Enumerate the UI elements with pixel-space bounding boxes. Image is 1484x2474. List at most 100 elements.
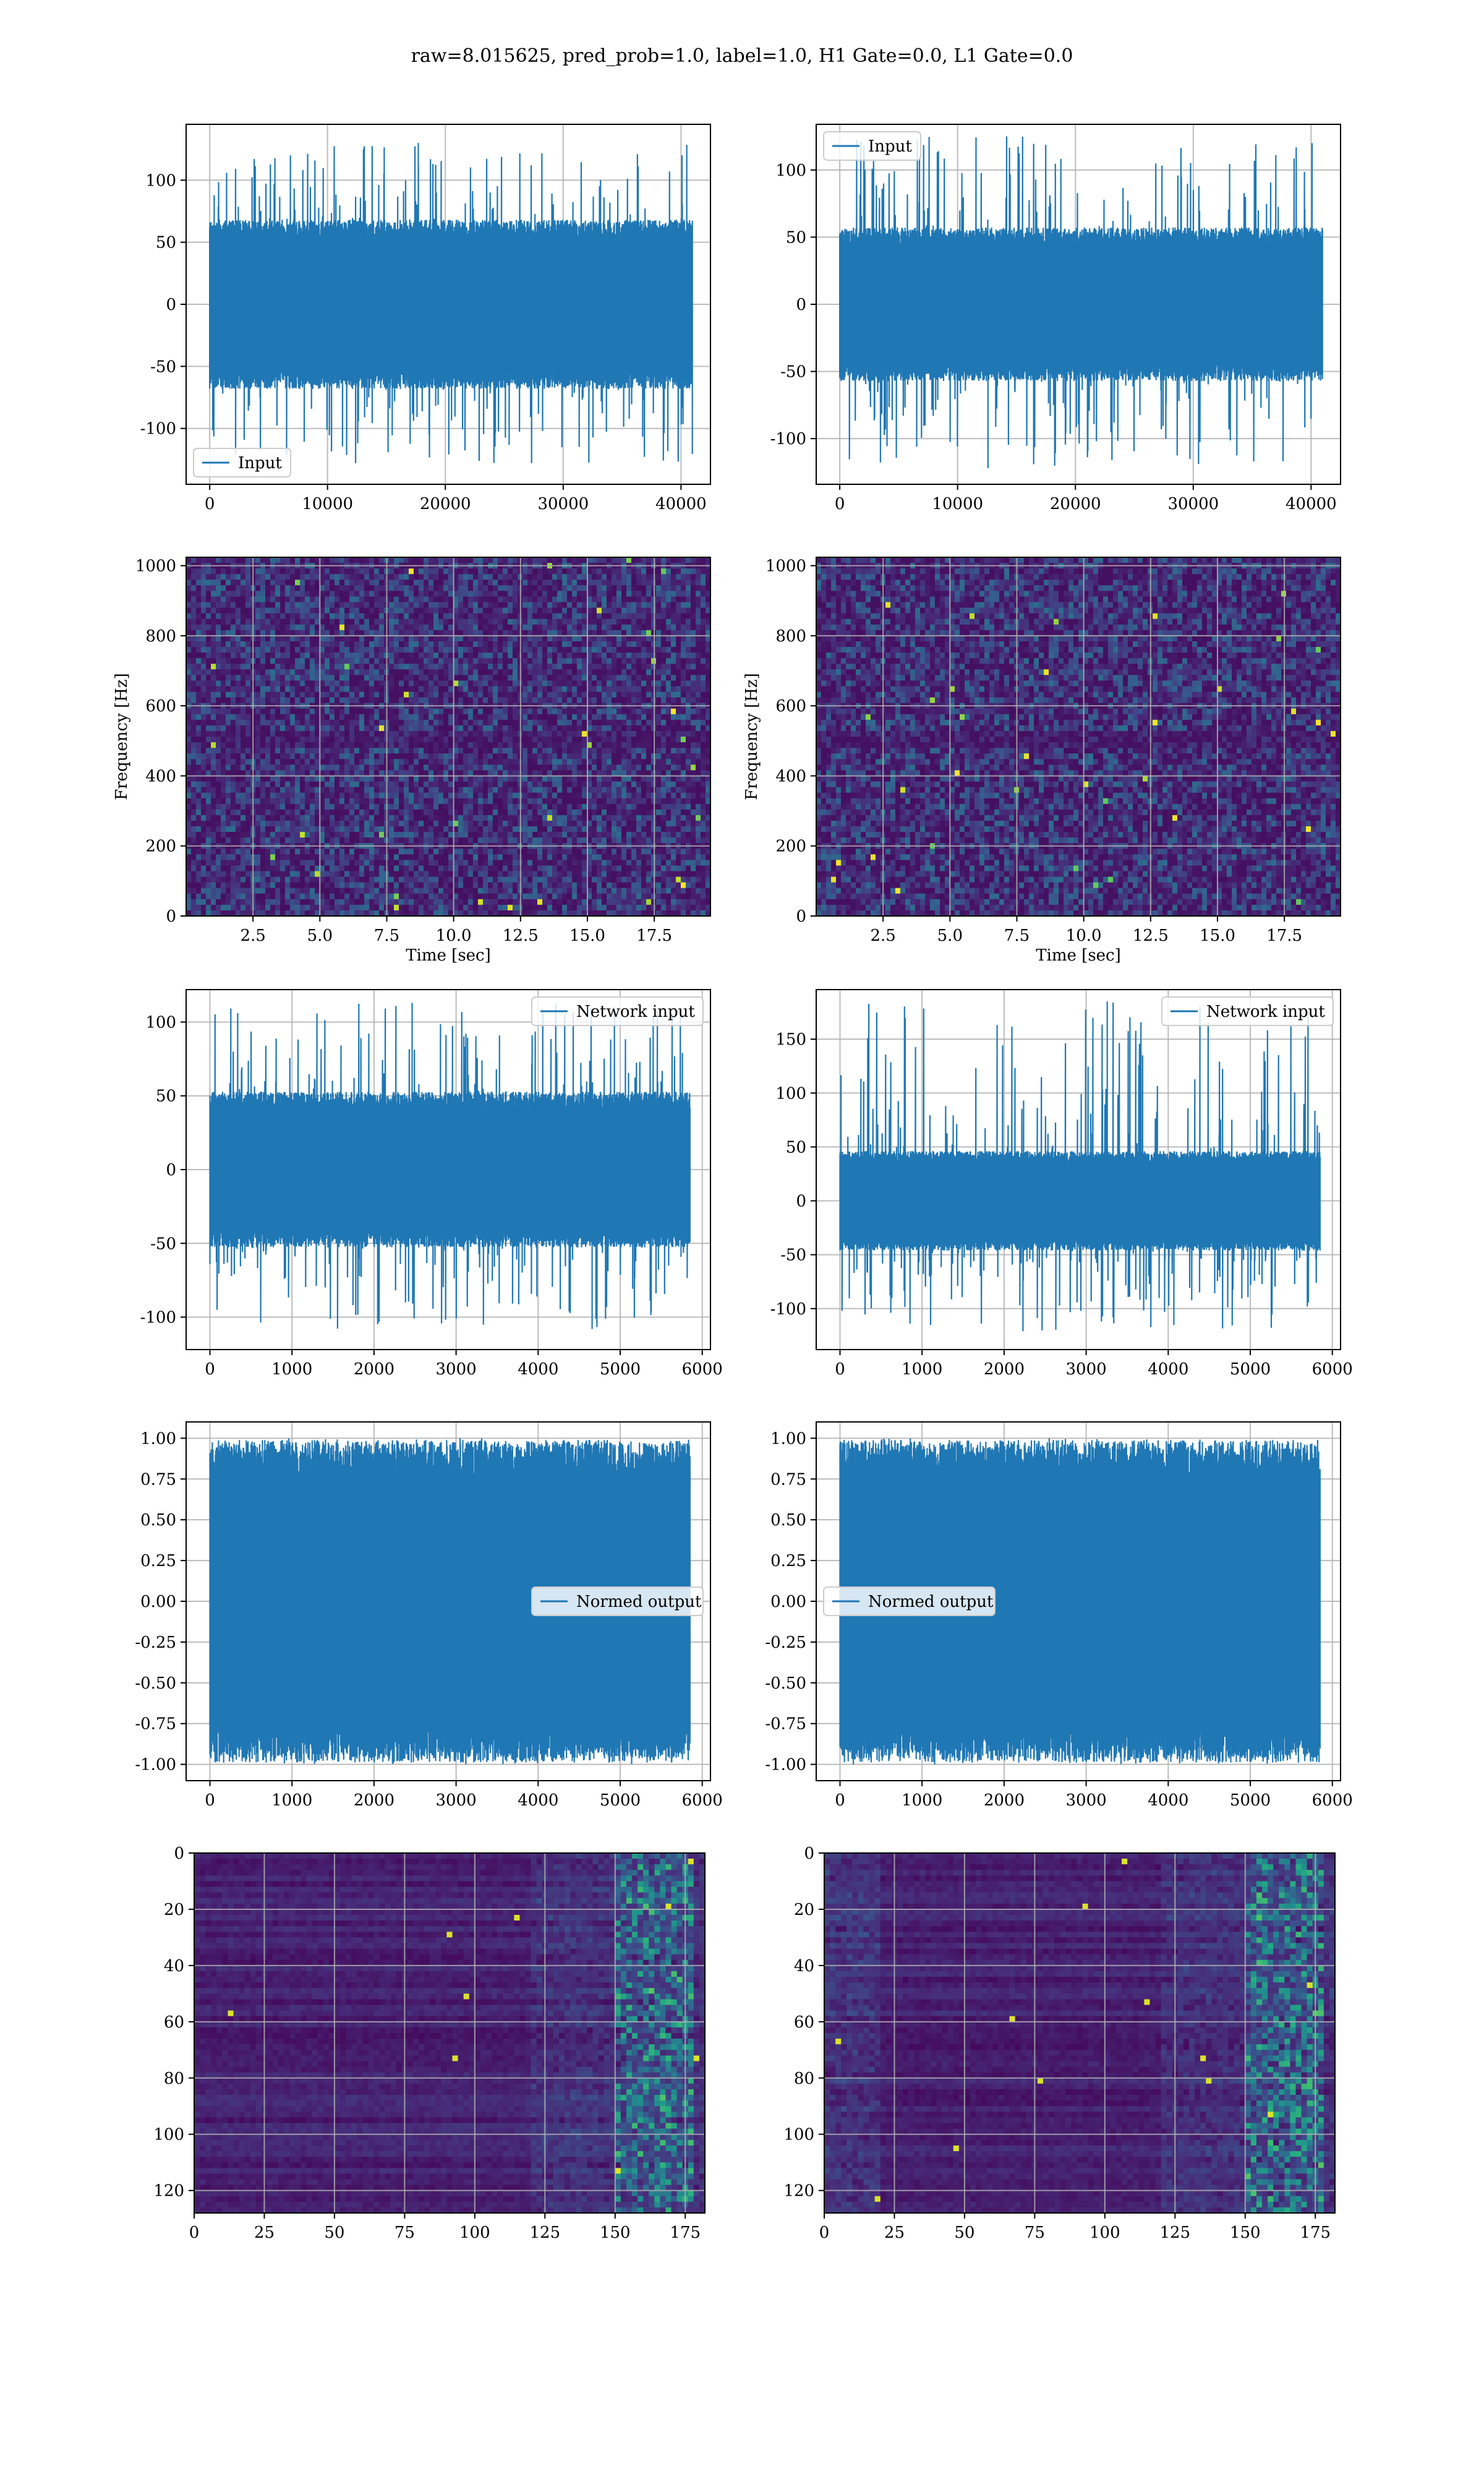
heatmap-cell bbox=[567, 770, 573, 777]
heatmap-cell bbox=[265, 658, 271, 664]
heatmap-cell bbox=[231, 630, 236, 636]
heatmap-cell bbox=[280, 714, 286, 721]
heatmap-cell bbox=[542, 764, 548, 771]
heatmap-cell bbox=[206, 630, 211, 636]
heatmap-cell bbox=[681, 781, 686, 788]
heatmap-cell bbox=[537, 607, 543, 614]
heatmap-cell bbox=[424, 591, 429, 597]
heatmap-cell bbox=[483, 680, 488, 687]
heatmap-cell bbox=[260, 759, 266, 765]
heatmap-cell bbox=[686, 647, 691, 653]
heatmap-cell bbox=[300, 591, 305, 597]
heatmap-cell bbox=[226, 753, 231, 760]
heatmap-cell bbox=[582, 708, 587, 715]
heatmap-cell bbox=[626, 602, 632, 609]
heatmap-cell bbox=[562, 714, 568, 721]
heatmap-cell bbox=[557, 725, 563, 732]
heatmap-cell bbox=[448, 568, 454, 575]
heatmap-cell bbox=[641, 596, 647, 603]
heatmap-cell bbox=[631, 618, 637, 625]
heatmap-cell bbox=[231, 714, 236, 721]
heatmap-cell bbox=[473, 596, 479, 603]
heatmap-cell bbox=[513, 770, 518, 777]
heatmap-cell bbox=[186, 798, 192, 805]
heatmap-cell bbox=[641, 664, 647, 670]
heatmap-cell bbox=[597, 759, 602, 765]
heatmap-cell bbox=[577, 803, 582, 810]
heatmap-cell bbox=[597, 680, 602, 687]
heatmap-cell bbox=[404, 602, 409, 609]
heatmap-cell bbox=[374, 770, 380, 777]
heatmap-cell bbox=[547, 730, 553, 737]
heatmap-cell bbox=[364, 602, 370, 609]
heatmap-cell bbox=[325, 792, 330, 799]
heatmap-cell bbox=[636, 697, 642, 704]
heatmap-cell bbox=[631, 624, 637, 631]
heatmap-cell bbox=[547, 770, 553, 777]
heatmap-cell bbox=[255, 647, 261, 653]
heatmap-cell bbox=[379, 653, 385, 659]
heatmap-cell bbox=[359, 697, 365, 704]
heatmap-cell bbox=[335, 730, 340, 737]
heatmap-cell bbox=[587, 613, 592, 620]
heatmap-cell bbox=[201, 653, 207, 659]
heatmap-cell bbox=[508, 719, 513, 726]
heatmap-cell bbox=[429, 764, 434, 771]
heatmap-cell bbox=[582, 691, 587, 698]
heatmap-cell bbox=[389, 776, 394, 782]
heatmap-cell bbox=[463, 664, 469, 670]
heatmap-cell bbox=[315, 803, 320, 810]
heatmap-cell bbox=[280, 557, 286, 563]
heatmap-cell bbox=[399, 675, 404, 681]
heatmap-cell bbox=[468, 708, 474, 715]
heatmap-cell bbox=[409, 647, 414, 653]
heatmap-cell bbox=[374, 630, 380, 636]
heatmap-cell bbox=[686, 669, 691, 675]
heatmap-cell bbox=[503, 764, 508, 771]
heatmap-cell bbox=[483, 669, 488, 675]
heatmap-cell bbox=[344, 764, 350, 771]
heatmap-cell bbox=[597, 669, 602, 675]
heatmap-cell bbox=[616, 613, 622, 620]
heatmap-cell bbox=[335, 647, 340, 653]
heatmap-cell bbox=[488, 759, 493, 765]
heatmap-cell bbox=[394, 664, 399, 670]
heatmap-cell bbox=[681, 635, 686, 642]
heatmap-cell bbox=[671, 787, 676, 794]
heatmap-cell bbox=[226, 664, 231, 670]
heatmap-cell bbox=[696, 770, 701, 777]
heatmap-cell bbox=[636, 574, 642, 580]
heatmap-cell bbox=[463, 803, 469, 810]
heatmap-cell bbox=[503, 557, 508, 563]
legend-label: Input bbox=[868, 137, 912, 156]
heatmap-cell bbox=[626, 574, 632, 580]
heatmap-cell bbox=[552, 708, 558, 715]
heatmap-cell bbox=[572, 742, 578, 748]
heatmap-cell bbox=[592, 753, 597, 760]
heatmap-cell bbox=[542, 759, 548, 765]
heatmap-cell bbox=[493, 630, 498, 636]
heatmap-cell bbox=[414, 759, 419, 765]
heatmap-cell bbox=[379, 742, 385, 748]
heatmap-cell bbox=[631, 770, 637, 777]
heatmap-cell bbox=[493, 781, 498, 788]
heatmap-cell bbox=[681, 624, 686, 631]
heatmap-cell bbox=[671, 792, 676, 799]
heatmap-cell bbox=[646, 602, 652, 609]
heatmap-cell bbox=[612, 613, 617, 620]
heatmap-cell bbox=[320, 759, 325, 765]
heatmap-cell bbox=[344, 568, 350, 575]
heatmap-cell bbox=[389, 591, 394, 597]
heatmap-cell bbox=[295, 759, 301, 765]
heatmap-cell bbox=[686, 691, 691, 698]
heatmap-cell bbox=[463, 675, 469, 681]
heatmap-cell bbox=[241, 759, 246, 765]
heatmap-cell bbox=[666, 730, 672, 737]
heatmap-cell bbox=[542, 658, 548, 664]
heatmap-cell bbox=[354, 635, 360, 642]
heatmap-cell bbox=[310, 591, 315, 597]
heatmap-cell bbox=[493, 686, 498, 693]
heatmap-cell bbox=[191, 708, 197, 715]
heatmap-cell bbox=[404, 664, 409, 670]
heatmap-cell bbox=[527, 753, 533, 760]
